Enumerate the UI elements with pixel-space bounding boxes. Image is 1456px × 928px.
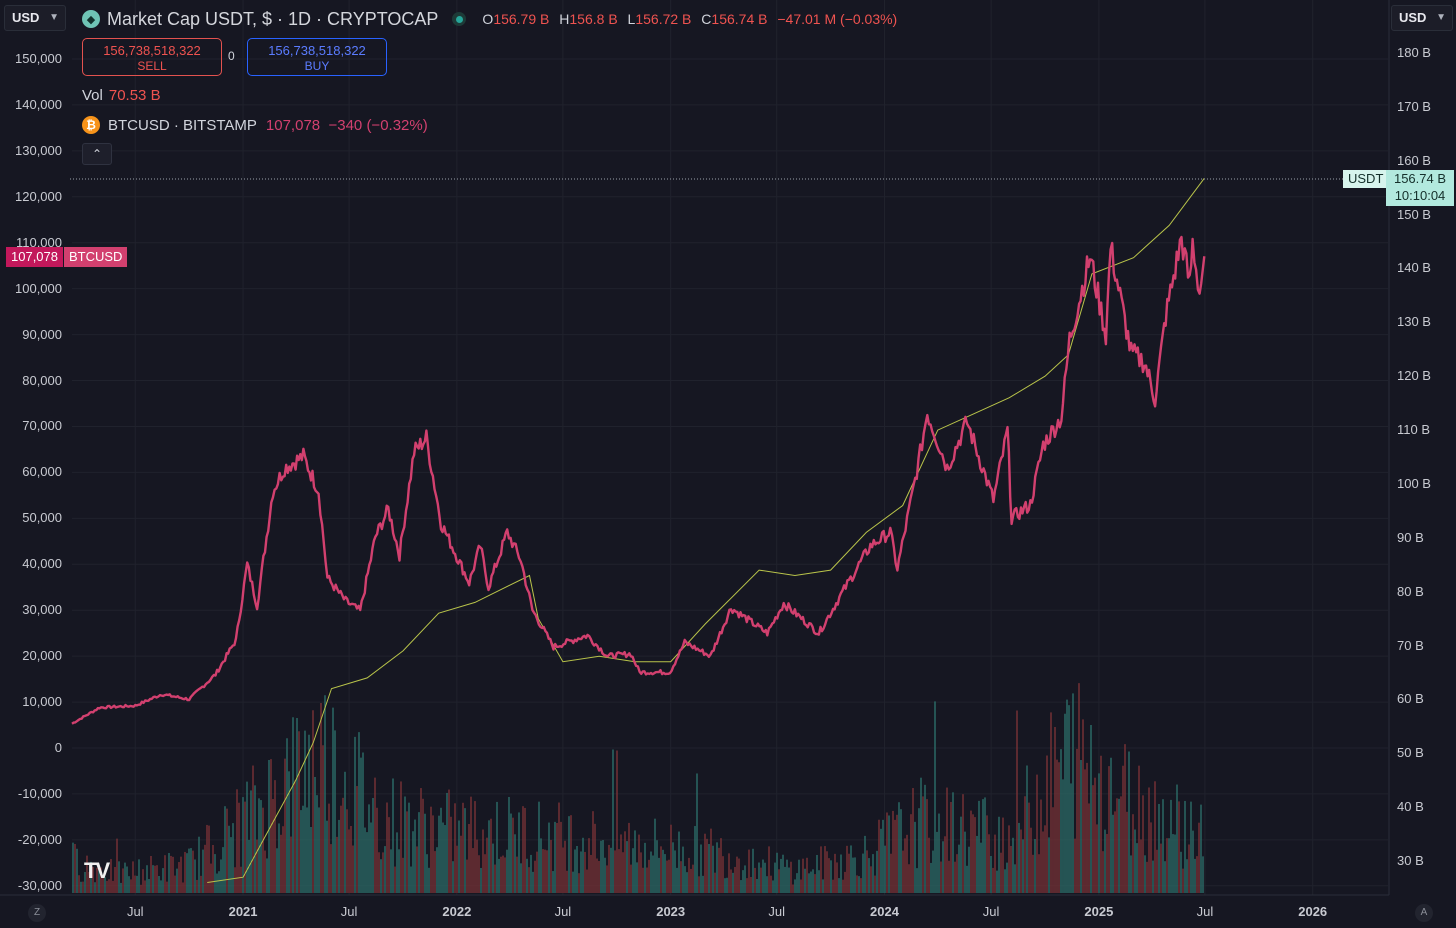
left-axis-tick-label: -30,000 — [17, 877, 62, 893]
time-axis-tick-label: 2023 — [656, 904, 686, 919]
right-axis-tick-label: 70 B — [1397, 637, 1424, 653]
left-axis-tick-label: 140,000 — [15, 96, 62, 112]
left-axis-tick-label: 120,000 — [15, 188, 62, 204]
time-axis-tick-label: Jul — [340, 904, 358, 919]
time-axis-tick-label: Jul — [126, 904, 144, 919]
left-axis-tick-label: 110,000 — [15, 234, 62, 250]
left-axis-tick-label: 60,000 — [22, 464, 62, 480]
volume-value: 70.53 B — [108, 87, 161, 104]
right-axis-tick-label: 100 B — [1397, 475, 1431, 491]
sell-price: 156,738,518,322 — [103, 43, 201, 58]
time-axis-tick-label: 2026 — [1298, 904, 1328, 919]
spread-value: 0 — [228, 49, 235, 63]
volume-label: Vol — [82, 87, 103, 104]
right-axis-tick-label: 140 B — [1397, 260, 1431, 276]
left-axis-tick-label: 80,000 — [22, 372, 62, 388]
left-axis-tick-label: 10,000 — [22, 694, 62, 710]
usdt-badge-countdown: 10:10:04 — [1394, 188, 1446, 203]
left-axis-tick-label: 20,000 — [22, 648, 62, 664]
time-axis-tick-label: 2025 — [1084, 904, 1114, 919]
auto-scale-button[interactable]: A — [1415, 904, 1433, 922]
chevron-down-icon: ▼ — [1436, 12, 1446, 23]
tether-icon: ◆ — [82, 10, 100, 28]
timezone-toggle-button[interactable]: Z — [28, 904, 46, 922]
time-axis-tick-label: 2022 — [442, 904, 472, 919]
right-axis-tick-label: 110 B — [1397, 422, 1431, 438]
btcusd-badge-symbol: BTCUSD — [64, 247, 128, 267]
left-axis-tick-label: -10,000 — [17, 785, 62, 801]
left-axis-tick-label: 70,000 — [22, 418, 62, 434]
left-axis-tick-label: 90,000 — [22, 326, 62, 342]
buy-button[interactable]: 156,738,518,322 BUY — [247, 38, 387, 76]
currency-select-right[interactable]: USD ▼ — [1391, 5, 1453, 31]
btcusd-price: 107,078 — [265, 116, 321, 134]
left-axis-tick-label: 100,000 — [15, 280, 62, 296]
ohlc-values: O156.79 B H156.8 B L156.72 B C156.74 B −… — [482, 11, 903, 27]
right-axis-tick-label: 130 B — [1397, 314, 1431, 330]
sell-button[interactable]: 156,738,518,322 SELL — [82, 38, 222, 76]
tradingview-logo[interactable]: TV — [84, 858, 110, 883]
chevron-down-icon: ▼ — [49, 12, 59, 23]
market-status-icon[interactable] — [452, 12, 467, 26]
low-label: L — [627, 11, 636, 27]
usdt-market-cap-line — [207, 178, 1205, 883]
btcusd-price-badge: 107,078 BTCUSD — [6, 247, 128, 267]
left-axis-tick-label: 50,000 — [22, 510, 62, 526]
usdt-badge-value: 156.74 B — [1393, 171, 1447, 186]
right-axis-tick-label: 180 B — [1397, 45, 1431, 60]
open-label: O — [482, 11, 494, 27]
time-axis-tick-label: 2024 — [870, 904, 899, 919]
time-axis-tick-label: 2021 — [228, 904, 258, 919]
right-axis-tick-label: 160 B — [1397, 152, 1431, 168]
currency-label-left: USD — [12, 10, 40, 25]
right-axis-tick-label: 150 B — [1397, 206, 1431, 222]
btcusd-badge-price: 107,078 — [6, 247, 63, 267]
left-axis-tick-label: 0 — [54, 740, 62, 755]
time-axis-tick-label: Jul — [982, 904, 1000, 919]
left-axis-tick-label: 150,000 — [15, 51, 62, 66]
left-axis-tick-label: 40,000 — [22, 556, 62, 572]
bitcoin-icon: ₿ — [82, 116, 100, 134]
buy-label: BUY — [304, 59, 330, 73]
usdt-symbol-tag: USDT — [1343, 170, 1389, 188]
btcusd-change: −340 (−0.32%) — [328, 116, 428, 134]
currency-label-right: USD — [1399, 10, 1427, 25]
sell-label: SELL — [137, 59, 167, 73]
chart-title[interactable]: Market Cap USDT, $ · 1D · CRYPTOCAP — [107, 8, 439, 29]
btcusd-values: 107,078 −340 (−0.32%) — [266, 117, 428, 134]
left-axis-tick-label: 130,000 — [15, 142, 62, 158]
legend-header: ◆ Market Cap USDT, $ · 1D · CRYPTOCAP O1… — [82, 6, 903, 32]
high-label: H — [559, 11, 570, 27]
btcusd-price-line — [71, 235, 1206, 725]
right-axis-tick-label: 120 B — [1397, 368, 1431, 384]
right-axis-tick-label: 40 B — [1397, 799, 1424, 815]
open-value: 156.79 B — [493, 11, 550, 27]
left-axis-tick-label: 30,000 — [22, 602, 62, 618]
currency-select-left[interactable]: USD ▼ — [4, 5, 66, 31]
close-label: C — [701, 11, 712, 27]
right-axis-tick-label: 80 B — [1397, 583, 1424, 599]
close-value: 156.74 B — [711, 11, 768, 27]
change-value: −47.01 M (−0.03%) — [777, 11, 898, 27]
right-axis-tick-label: 30 B — [1397, 853, 1424, 868]
collapse-legend-button[interactable]: ⌃ — [82, 143, 112, 165]
usdt-price-badge: 156.74 B 10:10:04 — [1386, 170, 1454, 206]
high-value: 156.8 B — [569, 11, 618, 27]
volume-legend[interactable]: Vol 70.53 B — [82, 87, 161, 104]
chevron-up-icon: ⌃ — [91, 147, 103, 161]
buy-price: 156,738,518,322 — [268, 43, 366, 58]
btcusd-symbol-name: BTCUSD · BITSTAMP — [108, 116, 257, 134]
time-axis-tick-label: Jul — [768, 904, 786, 919]
btcusd-legend[interactable]: ₿ BTCUSD · BITSTAMP 107,078 −340 (−0.32%… — [82, 115, 428, 135]
right-axis-tick-label: 90 B — [1397, 529, 1424, 545]
volume-bars — [72, 683, 1204, 893]
low-value: 156.72 B — [635, 11, 692, 27]
right-axis-tick-label: 170 B — [1397, 98, 1431, 114]
right-axis-tick-label: 50 B — [1397, 745, 1424, 761]
right-axis-tick-label: 60 B — [1397, 691, 1424, 707]
time-axis-tick-label: Jul — [1196, 904, 1214, 919]
time-axis-tick-label: Jul — [554, 904, 572, 919]
left-axis-tick-label: -20,000 — [17, 831, 62, 847]
